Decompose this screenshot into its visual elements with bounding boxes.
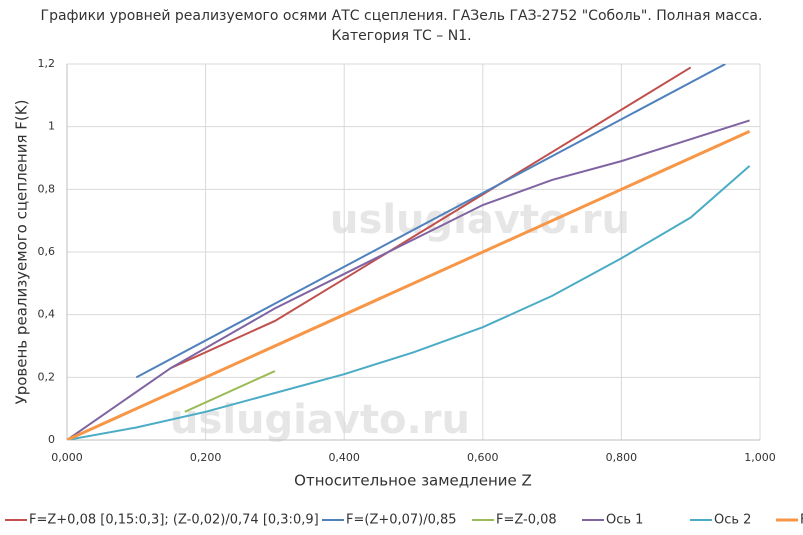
series-line xyxy=(184,370,276,413)
legend-label: Ось 1 xyxy=(606,513,643,528)
x-tick-label: 0,600 xyxy=(467,451,499,464)
x-tick-label: 0,400 xyxy=(328,451,360,464)
y-tick-label: 0 xyxy=(48,433,55,446)
chart-title: Графики уровней реализуемого осями АТС с… xyxy=(40,8,763,44)
legend-label: F=Z-0,08 xyxy=(496,513,557,528)
x-tick-label: 0,800 xyxy=(606,451,638,464)
series-line xyxy=(67,165,751,440)
series-line xyxy=(170,66,692,369)
series-line xyxy=(67,130,751,440)
legend-label: Ось 2 xyxy=(714,513,751,528)
y-tick-label: 0,2 xyxy=(38,370,56,383)
x-tick-label: 0,200 xyxy=(190,451,222,464)
x-axis-label: Относительное замедление Z xyxy=(294,472,532,490)
series-line xyxy=(67,119,750,440)
y-tick-label: 1,2 xyxy=(38,57,56,70)
legend-label: F=(Z+0,07)/0,85 xyxy=(346,513,457,528)
legend-label: F=Z xyxy=(800,513,803,528)
y-tick-label: 0,4 xyxy=(38,308,56,321)
x-tick-label: 1,000 xyxy=(744,451,776,464)
series-line xyxy=(135,64,726,379)
y-axis-label: Уровень реализуемого сцепления F(K) xyxy=(13,100,31,405)
y-tick-label: 0,6 xyxy=(38,245,56,258)
watermark: uslugiavto.ru xyxy=(330,197,630,243)
watermark: uslugiavto.ru xyxy=(170,397,470,443)
x-tick-label: 0,000 xyxy=(51,451,83,464)
legend-label: F=Z+0,08 [0,15:0,3]; (Z-0,02)/0,74 [0,3:… xyxy=(29,513,319,528)
y-tick-label: 0,8 xyxy=(38,182,56,195)
y-tick-label: 1 xyxy=(48,120,55,133)
